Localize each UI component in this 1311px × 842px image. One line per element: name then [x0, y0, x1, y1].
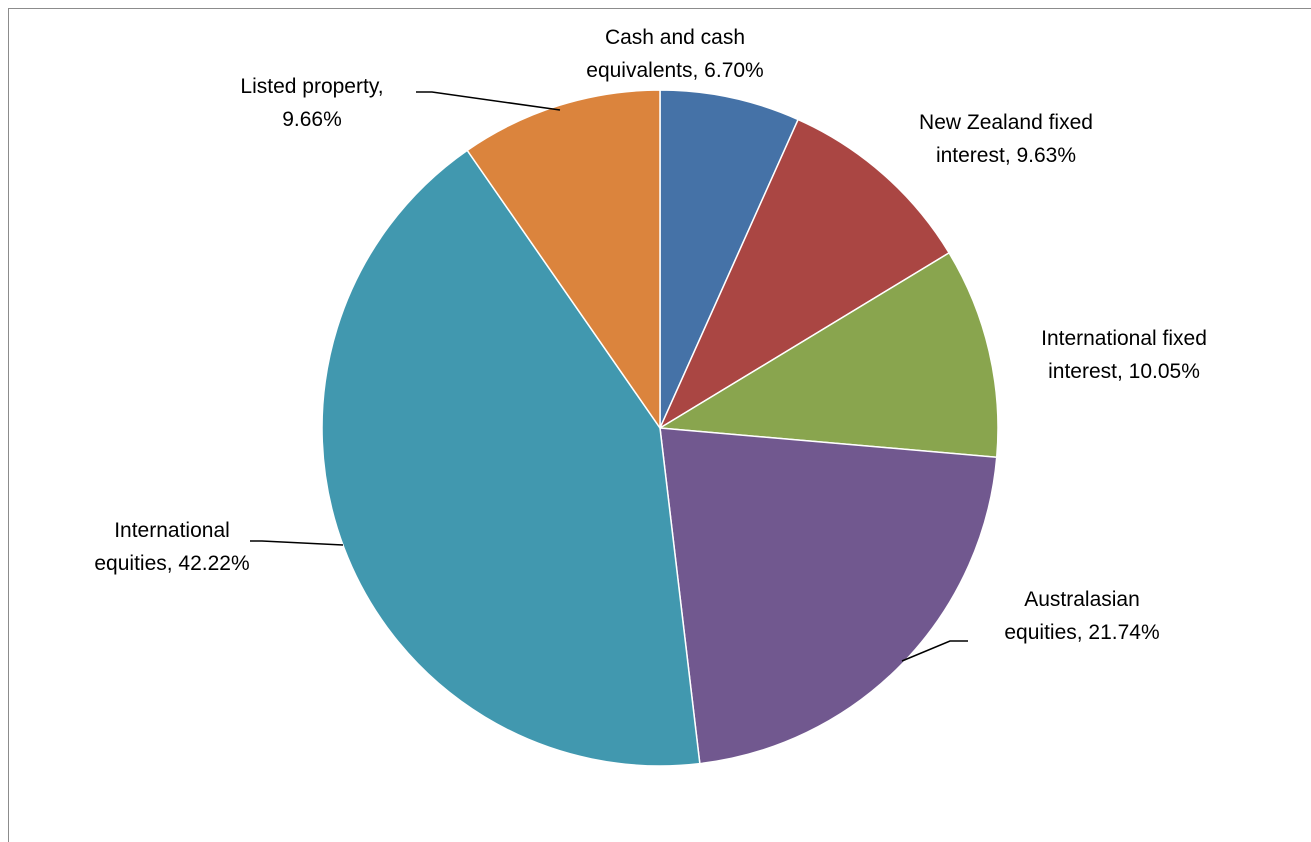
data-label-international-fixed-interest: International fixed interest, 10.05%	[1041, 327, 1207, 383]
data-label-line: interest, 10.05%	[1048, 360, 1200, 383]
data-label-line: equivalents, 6.70%	[586, 59, 763, 82]
leader-line-international-equities	[250, 540, 344, 546]
data-label-line: Listed property,	[240, 75, 383, 98]
pie-slice-australasian-equities	[659, 427, 998, 765]
data-label-line: equities, 42.22%	[94, 552, 249, 575]
pie-slice-international-fixed-interest	[657, 251, 999, 459]
data-label-line: Australasian	[1024, 588, 1140, 611]
data-label-line: New Zealand fixed	[919, 111, 1093, 134]
pie-slice-international-equities	[321, 149, 701, 767]
leader-line-listed-property	[416, 91, 561, 111]
leader-lines	[250, 91, 968, 662]
chart-area	[8, 8, 1311, 842]
pie-slice-cash-and-cash-equivalents	[659, 89, 800, 429]
data-label-line: equities, 21.74%	[1004, 621, 1159, 644]
data-label-line: International fixed	[1041, 327, 1207, 350]
data-label-line: Cash and cash	[605, 26, 745, 49]
data-label-line: 9.66%	[282, 108, 342, 131]
pie-slice-listed-property	[466, 89, 661, 431]
data-labels: Cash and cash equivalents, 6.70% New Zeala…	[94, 26, 1207, 644]
data-label-line: International	[114, 519, 230, 542]
data-label-cash-and-cash-equivalents: Cash and cash equivalents, 6.70%	[586, 26, 763, 82]
pie-slices	[321, 89, 999, 767]
leader-line-australasian-equities	[901, 640, 968, 662]
data-label-new-zealand-fixed-interest: New Zealand fixed interest, 9.63%	[919, 111, 1093, 167]
pie-slice-new-zealand-fixed-interest	[658, 118, 951, 430]
data-label-listed-property: Listed property, 9.66%	[240, 75, 383, 131]
data-label-line: interest, 9.63%	[936, 144, 1076, 167]
data-label-international-equities: International equities, 42.22%	[94, 519, 249, 575]
data-label-australasian-equities: Australasian equities, 21.74%	[1004, 588, 1159, 644]
